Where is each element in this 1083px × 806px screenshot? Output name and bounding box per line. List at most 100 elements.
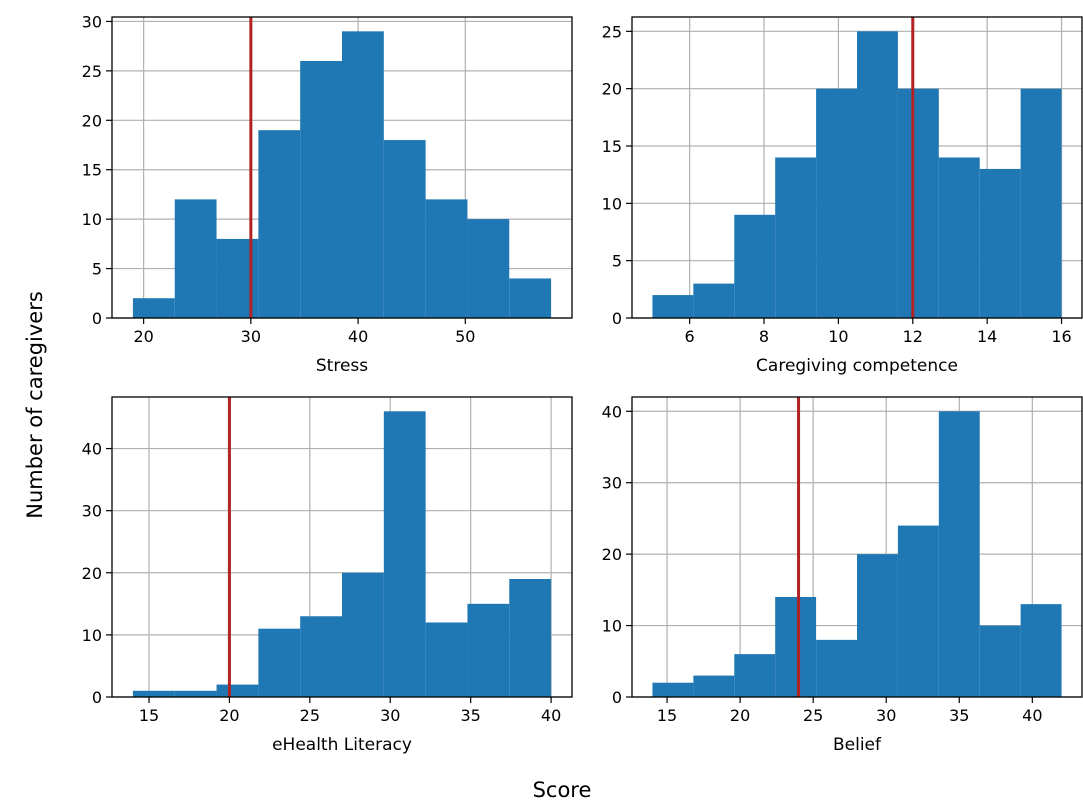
figure-ylabel: Number of caregivers xyxy=(23,291,47,519)
histogram-bar xyxy=(509,278,552,318)
histogram-bar xyxy=(383,411,426,697)
y-tick-label: 15 xyxy=(82,161,102,180)
axes-frame xyxy=(631,396,1083,698)
y-tick-label: 5 xyxy=(92,260,102,279)
histogram-bar xyxy=(693,283,735,318)
histogram-bar xyxy=(467,219,510,318)
histogram-bar xyxy=(857,554,898,697)
histogram-bar xyxy=(132,298,175,318)
x-tick-label: 20 xyxy=(730,706,750,725)
histogram-bar xyxy=(693,675,735,697)
histogram-bar xyxy=(174,199,217,318)
y-tick-label: 25 xyxy=(602,22,622,41)
histogram-bar xyxy=(132,690,175,697)
x-tick-label: 10 xyxy=(828,327,848,346)
axis-xlabel: Caregiving competence xyxy=(756,356,958,376)
y-tick-label: 40 xyxy=(82,440,102,459)
y-tick-label: 25 xyxy=(82,62,102,81)
histogram-bar xyxy=(734,214,776,318)
histogram-bar xyxy=(857,31,898,318)
histogram-bar xyxy=(1020,604,1062,697)
y-tick-label: 0 xyxy=(92,688,102,707)
y-tick-label: 10 xyxy=(82,626,102,645)
y-tick-label: 10 xyxy=(602,617,622,636)
histogram-bar xyxy=(1020,88,1062,319)
x-tick-label: 12 xyxy=(903,327,923,346)
histogram-bar xyxy=(938,411,980,697)
x-tick-label: 16 xyxy=(1051,327,1071,346)
y-tick-label: 5 xyxy=(612,252,622,271)
histogram-bar xyxy=(342,31,384,318)
histogram-bar xyxy=(300,60,342,319)
x-tick-label: 35 xyxy=(460,706,480,725)
histogram-bar xyxy=(652,682,694,697)
x-tick-label: 8 xyxy=(759,327,769,346)
y-tick-label: 0 xyxy=(92,309,102,328)
histogram-bar xyxy=(652,295,694,318)
histogram-bar xyxy=(816,88,857,319)
subplot-ehealth-literacy: 15 20 25 30 35 40 0 10 20 30 40 eHealth Literacy xyxy=(82,396,573,755)
y-tick-label: 40 xyxy=(602,402,622,421)
histogram-bar xyxy=(425,622,468,697)
x-tick-label: 50 xyxy=(455,327,475,346)
subplot-stress: 20 30 40 50 0 5 10 15 20 25 30 Stress xyxy=(82,12,573,376)
histogram-bar xyxy=(300,616,342,697)
x-tick-label: 25 xyxy=(803,706,823,725)
histogram-bar xyxy=(775,157,817,318)
subplot-caregiving-competence: 6 8 10 12 14 16 0 5 10 15 20 25 Caregiving competenc… xyxy=(602,16,1083,376)
y-tick-label: 30 xyxy=(82,502,102,521)
histogram-bar xyxy=(425,199,468,318)
histogram-bar xyxy=(897,88,939,319)
axis-xlabel: eHealth Literacy xyxy=(272,735,412,755)
histogram-bar xyxy=(816,639,857,697)
axes-frame xyxy=(111,16,573,319)
histogram-bar xyxy=(342,572,384,697)
y-tick-label: 10 xyxy=(602,194,622,213)
x-tick-label: 30 xyxy=(241,327,261,346)
histogram-bar xyxy=(979,168,1021,318)
x-tick-label: 40 xyxy=(348,327,368,346)
x-tick-label: 14 xyxy=(977,327,997,346)
histogram-bar xyxy=(897,525,939,697)
axes-frame xyxy=(631,16,1083,319)
subplot-belief: 15 20 25 30 35 40 0 10 20 30 40 Belief xyxy=(602,396,1083,755)
y-tick-label: 0 xyxy=(612,309,622,328)
x-tick-label: 15 xyxy=(657,706,677,725)
y-tick-label: 20 xyxy=(82,111,102,130)
axis-xlabel: Belief xyxy=(833,735,882,755)
y-tick-label: 30 xyxy=(602,474,622,493)
bars xyxy=(132,411,552,697)
bars xyxy=(652,31,1062,319)
x-tick-label: 6 xyxy=(685,327,695,346)
x-tick-label: 20 xyxy=(219,706,239,725)
histogram-bar xyxy=(383,140,426,318)
y-tick-label: 0 xyxy=(612,688,622,707)
x-tick-label: 40 xyxy=(1022,706,1042,725)
x-tick-label: 40 xyxy=(541,706,561,725)
bars xyxy=(132,31,552,319)
y-tick-label: 15 xyxy=(602,137,622,156)
histogram-bar xyxy=(258,130,301,318)
x-tick-label: 20 xyxy=(133,327,153,346)
histogram-bar xyxy=(734,654,776,697)
axes-frame xyxy=(111,396,573,698)
x-tick-label: 25 xyxy=(300,706,320,725)
figure-xlabel: Score xyxy=(533,778,592,802)
histogram-bar xyxy=(938,157,980,318)
histogram-bar xyxy=(216,684,259,697)
x-tick-label: 35 xyxy=(949,706,969,725)
x-tick-label: 30 xyxy=(380,706,400,725)
histogram-bar xyxy=(258,628,301,697)
x-tick-label: 30 xyxy=(876,706,896,725)
histogram-bar xyxy=(979,625,1021,697)
y-tick-label: 30 xyxy=(82,12,102,31)
y-tick-label: 20 xyxy=(82,564,102,583)
histogram-bar xyxy=(775,597,817,697)
histogram-bar xyxy=(467,603,510,697)
y-tick-label: 10 xyxy=(82,210,102,229)
histogram-bar xyxy=(509,578,552,697)
axis-xlabel: Stress xyxy=(316,356,368,376)
y-tick-label: 20 xyxy=(602,80,622,99)
bars xyxy=(652,411,1062,697)
